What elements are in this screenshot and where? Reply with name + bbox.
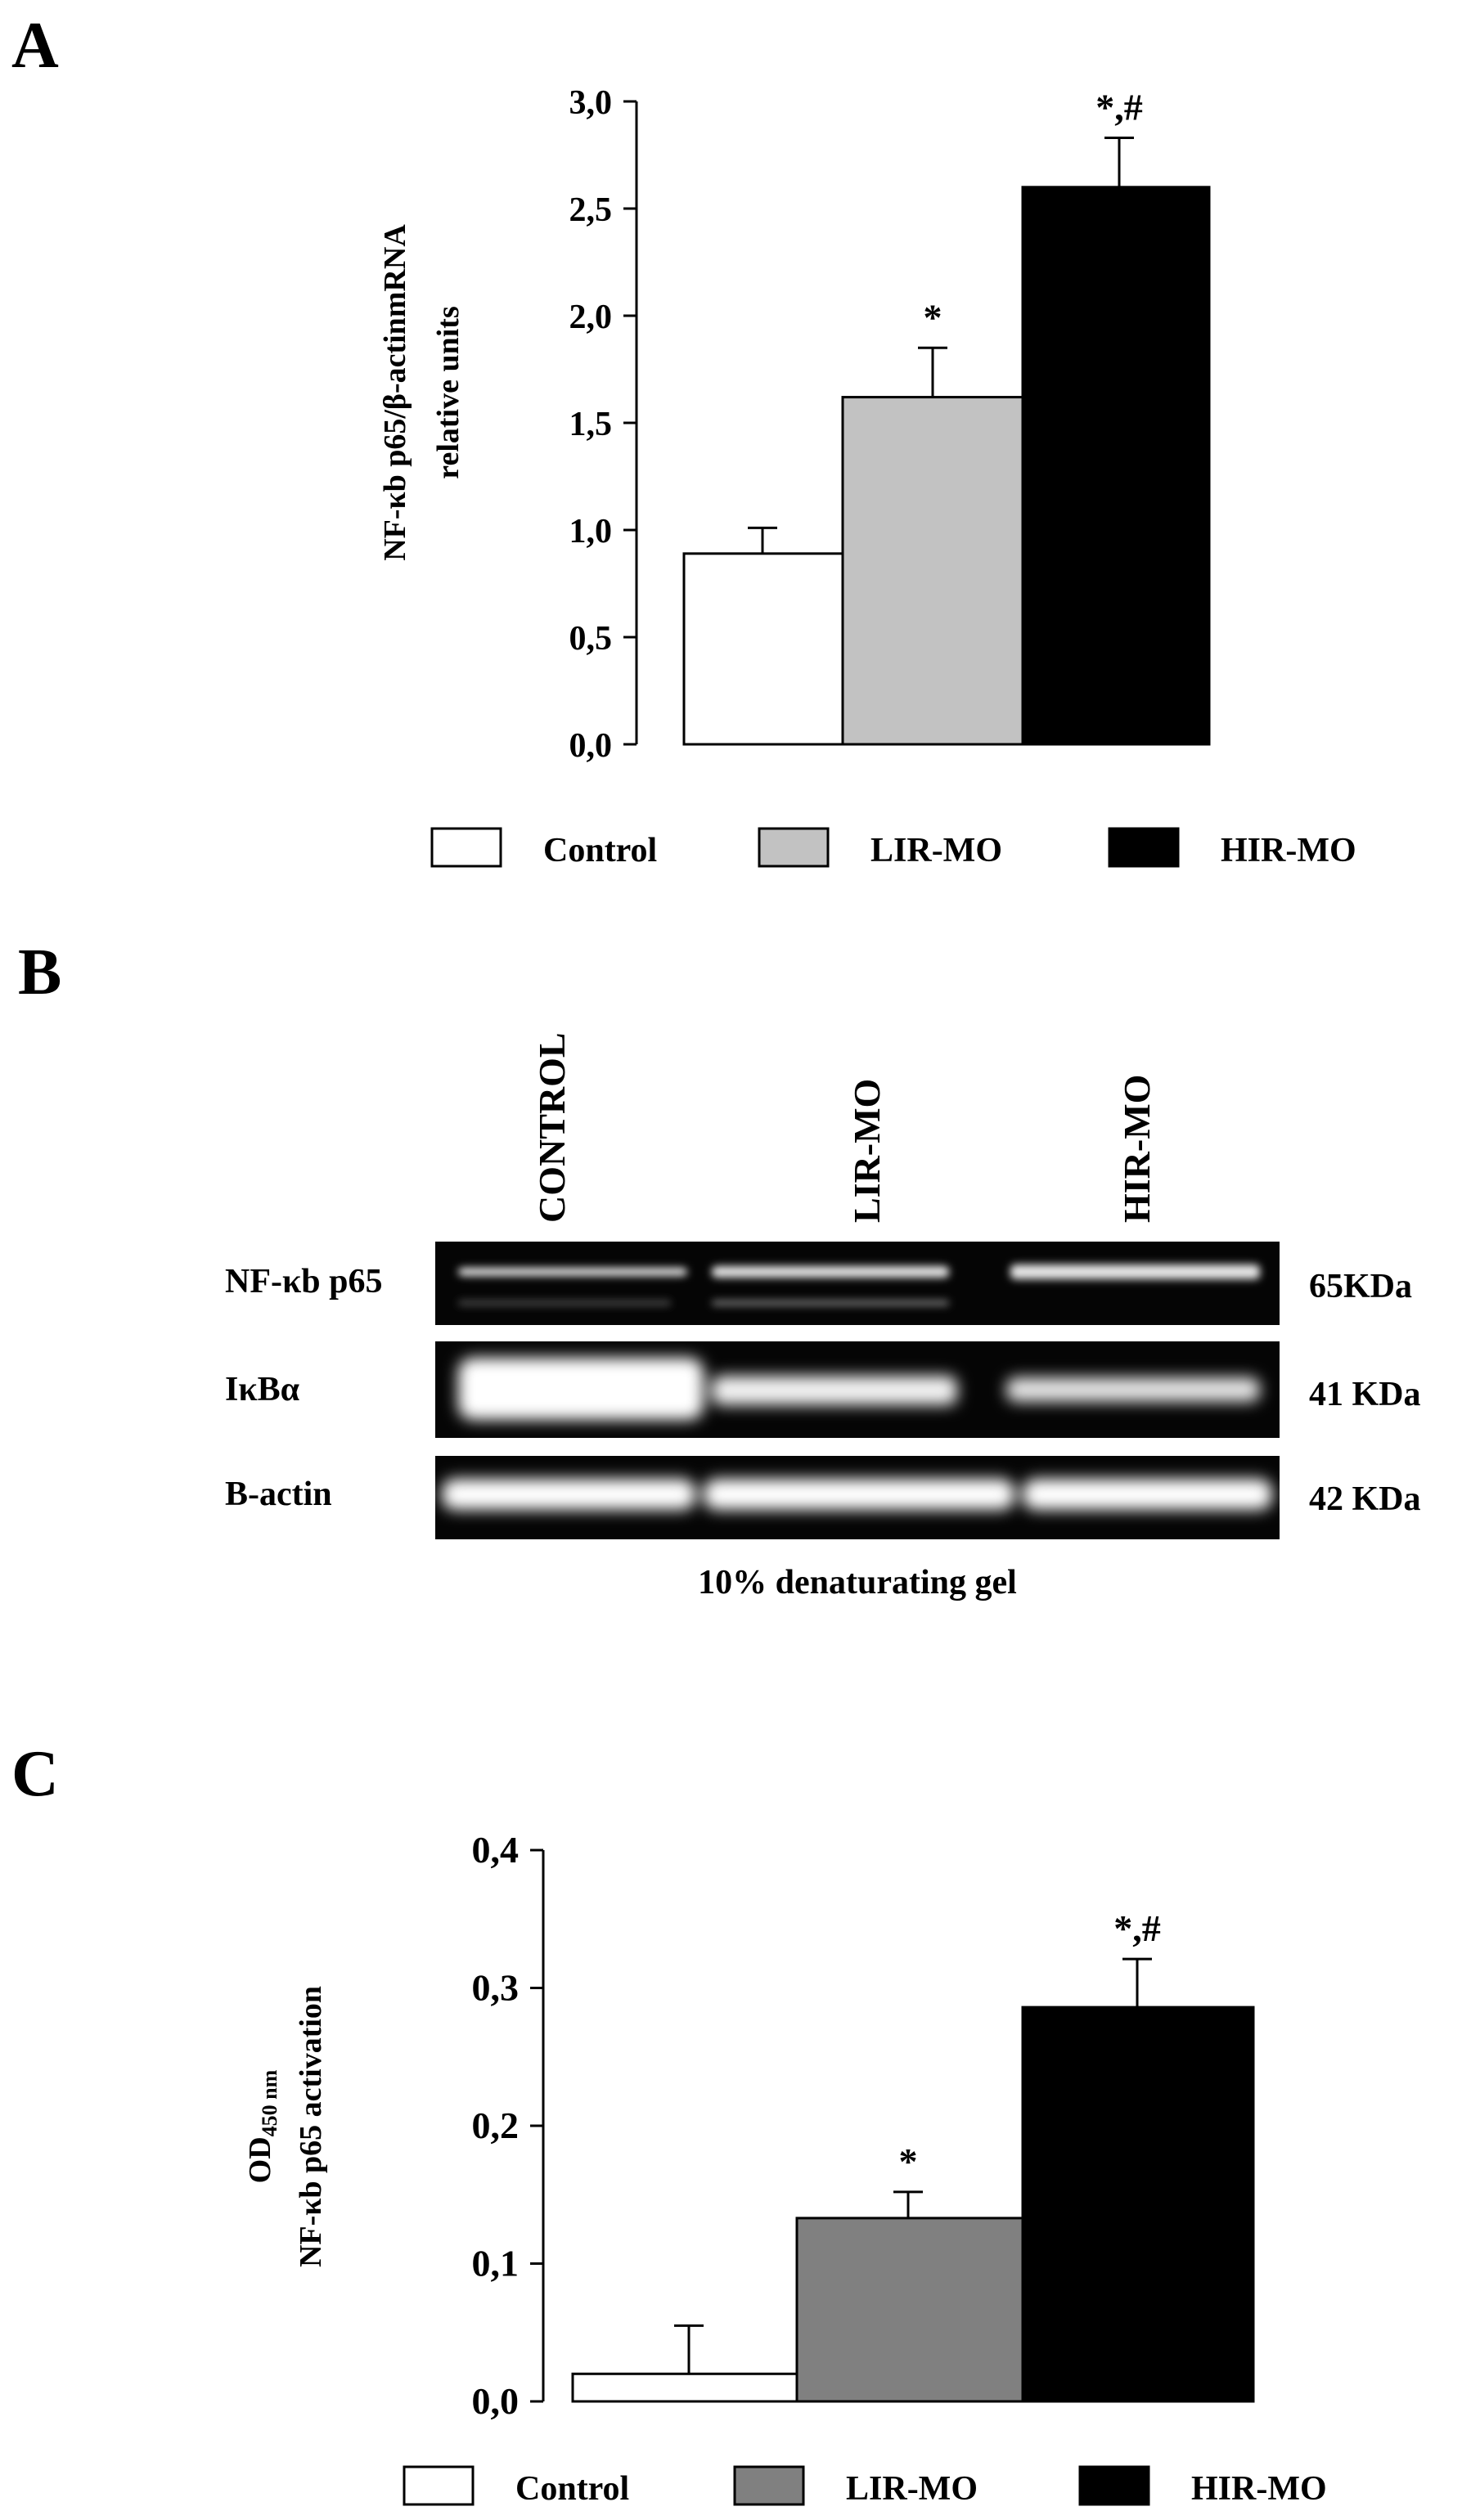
significance-label: *,# [1095, 87, 1143, 128]
ikba-bands [458, 1358, 1260, 1420]
panel-c-letter: C [11, 1738, 59, 1810]
significance-label: * [924, 296, 942, 338]
actin-bands [442, 1479, 1272, 1510]
panel-b-letter: B [18, 937, 61, 1008]
lane-label: LIR-MO [846, 1079, 888, 1223]
y-tick-label: 0,4 [472, 1829, 520, 1871]
bar-control [682, 552, 844, 746]
panel-c-legend: Control LIR-MO HIR-MO [403, 2465, 1327, 2508]
y-axis-label-od: OD450 nm [243, 2069, 281, 2183]
band [1006, 1377, 1260, 1402]
y-axis-label-units: relative units [431, 306, 466, 478]
legend-swatch [1078, 2465, 1150, 2506]
lane-label: HIR-MO [1116, 1075, 1158, 1223]
y-tick-label: 2,5 [569, 191, 613, 229]
y-tick-label: 0,0 [569, 727, 613, 765]
y-tick-label: 0,2 [472, 2104, 520, 2146]
panel-a-legend: Control LIR-MO HIR-MO [430, 827, 1356, 869]
panel-a-chart: 0,0 0,5 1,0 1,5 2,0 2,5 3,0 * *,# NF-κb p65/β-act… [378, 84, 1211, 765]
bar-control [571, 2372, 798, 2403]
y-axis-label: NF-κb p65/β-actinmRNA [378, 224, 412, 561]
panel-a-letter: A [11, 10, 59, 82]
significance-label: * [899, 2140, 918, 2182]
y-tick-label: 3,0 [569, 84, 613, 122]
y-tick-label: 0,1 [472, 2243, 520, 2284]
band-lower [712, 1300, 949, 1305]
nfkb-bands [458, 1264, 1260, 1305]
bar-lir-mo [841, 396, 1024, 746]
blot-row-weight: 42 KDa [1309, 1480, 1421, 1518]
legend-label: LIR-MO [846, 2470, 978, 2508]
legend-swatch [403, 2465, 475, 2506]
blot-row-weight: 41 KDa [1309, 1376, 1421, 1413]
legend-label: Control [515, 2470, 629, 2508]
legend-swatch [1108, 827, 1180, 868]
band [712, 1376, 957, 1405]
blot-strip [435, 1242, 1280, 1325]
significance-label: *,# [1113, 1907, 1161, 1949]
y-tick-label: 1,0 [569, 513, 613, 550]
band [1023, 1479, 1272, 1510]
legend-label: Control [543, 832, 657, 869]
band [704, 1479, 1014, 1510]
y-tick-label: 0,3 [472, 1967, 520, 2009]
legend-swatch [758, 827, 830, 868]
y-tick-label: 1,5 [569, 406, 613, 443]
band [458, 1358, 704, 1420]
legend-label: HIR-MO [1191, 2470, 1327, 2508]
panel-b-western-blot: CONTROL LIR-MO HIR-MO NF-κb p65 65KDa IκBα 41 … [225, 1032, 1421, 1601]
panel-c-chart: 0,0 0,1 0,2 0,3 0,4 * *,# OD450 nm NF-κb p65 act… [243, 1829, 1255, 2422]
band-lower [458, 1300, 671, 1305]
legend-swatch [733, 2465, 805, 2506]
y-tick-label: 0,5 [569, 620, 613, 658]
legend-label: LIR-MO [870, 832, 1002, 869]
bar-hir-mo [1021, 2006, 1255, 2403]
y-tick-label: 2,0 [569, 299, 613, 336]
blot-row-label: B-actin [225, 1476, 332, 1513]
blot-row-weight: 65KDa [1309, 1268, 1412, 1305]
band [458, 1268, 687, 1276]
band [1010, 1264, 1260, 1279]
bar-lir-mo [795, 2217, 1024, 2403]
band [442, 1479, 695, 1510]
blot-row-label: NF-κb p65 [225, 1263, 383, 1300]
y-tick-label: 0,0 [472, 2380, 520, 2422]
lane-label: CONTROL [531, 1032, 573, 1223]
y-axis-label-od-sub: 450 nm [258, 2069, 281, 2136]
bar-hir-mo [1021, 186, 1211, 746]
legend-swatch [430, 827, 502, 868]
legend-label: HIR-MO [1221, 832, 1356, 869]
y-axis-label: NF-κb p65 activation [294, 1986, 328, 2267]
band [712, 1266, 949, 1278]
blot-caption: 10% denaturating gel [698, 1564, 1017, 1601]
y-axis-label-od-main: OD [243, 2136, 277, 2183]
blot-row-label: IκBα [225, 1371, 300, 1408]
